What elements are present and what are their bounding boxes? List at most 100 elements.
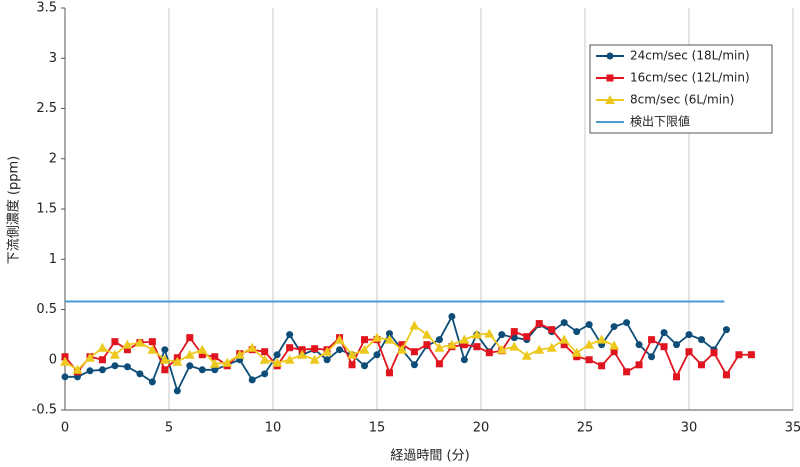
point [248,376,256,384]
point [673,341,681,349]
point [359,344,370,354]
point [435,360,443,368]
legend-box [589,44,773,134]
point [98,366,106,374]
point [336,346,344,354]
x-tick-label: 5 [165,421,173,436]
point [147,344,158,354]
point [161,346,169,354]
legend-label: 検出下限値 [630,114,690,129]
y-tick-label: -0.5 [32,403,57,418]
x-tick-label: 25 [577,421,594,436]
point [159,354,170,364]
point [361,336,369,344]
point [460,341,468,349]
point [111,362,119,370]
point [284,354,295,364]
point [385,330,393,338]
point [521,350,532,360]
point [261,370,269,378]
y-tick-label: 0 [49,352,57,367]
point [186,334,194,342]
point [97,342,108,352]
legend-label: 16cm/sec (12L/min) [630,71,750,85]
point [685,348,693,356]
legend-marker [606,52,614,60]
point [161,366,169,374]
point [372,332,382,342]
point [197,344,208,354]
point [473,343,481,351]
point [348,361,356,369]
point [560,319,568,327]
point [211,353,219,361]
y-tick-label: 1 [49,252,57,267]
point [635,341,643,349]
point [660,343,668,351]
point [722,371,730,379]
point [286,331,294,339]
point [409,320,420,330]
point [273,351,281,359]
point [334,334,345,344]
point [448,313,456,321]
point [434,342,445,352]
point [148,338,156,346]
point [559,334,570,344]
point [485,349,493,357]
point [396,344,407,354]
series [60,320,620,374]
point [598,362,606,370]
point [534,344,545,354]
series-line [65,314,728,394]
point [446,339,457,349]
legend: 24cm/sec (18L/min) 16cm/sec (12L/min) 8cm/… [589,44,773,134]
legend-marker [605,95,615,104]
point [697,361,705,369]
point [498,331,506,339]
legend-label: 8cm/sec (6L/min) [630,93,734,107]
y-tick-label: 1.5 [36,202,57,217]
point [61,373,69,381]
x-tick-label: 30 [681,421,698,436]
legend-marker [606,74,614,82]
y-tick-label: 0.5 [36,302,57,317]
y-tick-label: 3 [49,51,57,66]
point [584,339,595,349]
point [673,373,681,381]
point [98,356,106,364]
legend-label: 24cm/sec (18L/min) [630,49,750,63]
point [322,346,333,356]
point [86,367,94,375]
point [435,336,443,344]
point [535,320,543,328]
point [560,341,568,349]
y-tick-label: 2 [49,151,57,166]
point [297,349,308,359]
point [198,366,206,374]
point [311,345,319,353]
point [635,361,643,369]
point [623,368,631,376]
point [184,349,195,359]
point [573,353,581,361]
point [423,341,431,349]
point [610,323,618,331]
point [609,340,620,350]
point [710,349,718,357]
point [148,378,156,386]
point [198,351,206,359]
point [347,349,358,359]
point [61,353,69,361]
point [84,352,95,362]
point [60,356,70,366]
point [286,344,294,352]
point [361,362,369,370]
point [623,319,631,327]
point [309,354,320,364]
x-tick-label: 0 [61,421,69,436]
point [571,347,582,357]
point [209,358,220,368]
point [548,326,556,334]
